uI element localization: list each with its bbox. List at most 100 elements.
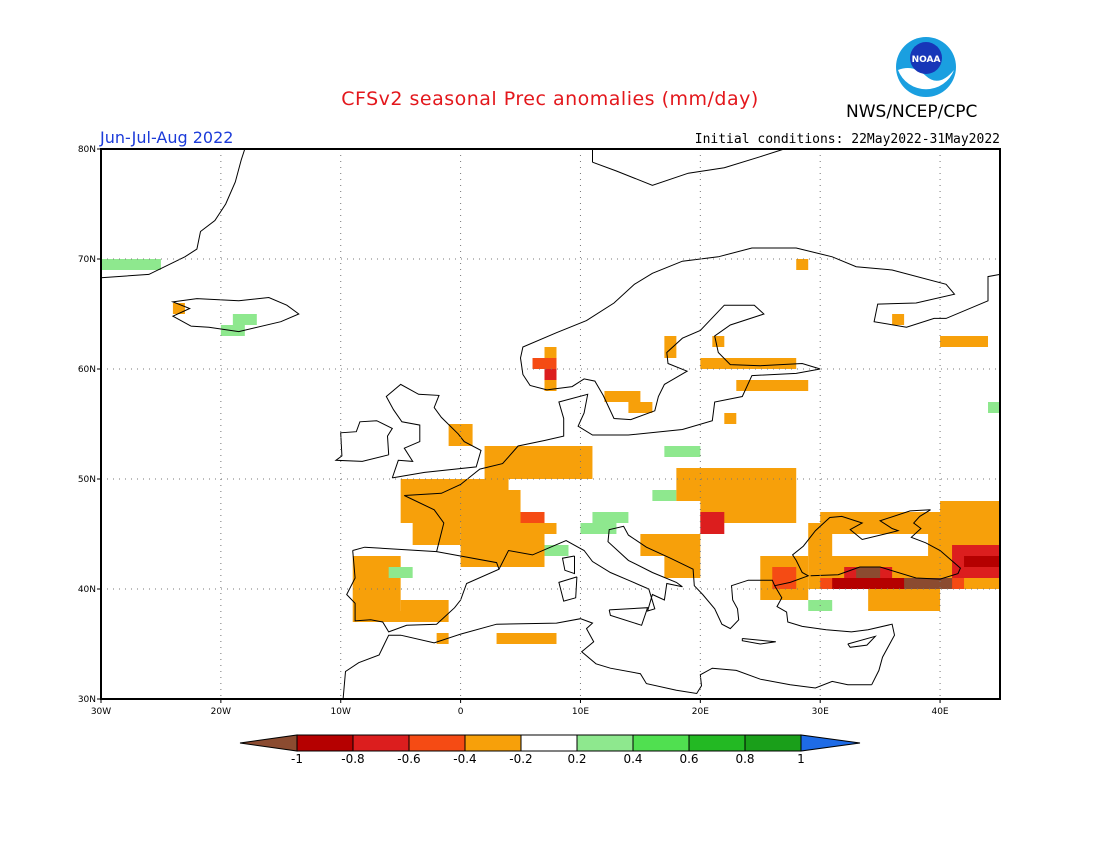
coastline: [342, 618, 872, 700]
longitude-label: 20W: [211, 707, 231, 717]
longitude-label: 30E: [812, 707, 829, 717]
anomaly-cell: [664, 556, 701, 578]
anomaly-cell: [736, 380, 809, 391]
anomaly-cell: [868, 589, 941, 611]
anomaly-cell: [628, 402, 653, 413]
anomaly-cell: [436, 633, 449, 644]
anomaly-cell: [940, 501, 1000, 512]
colorbar-above-arrow: [800, 734, 861, 752]
coastline: [558, 576, 578, 602]
colorbar-swatch: [352, 734, 410, 752]
colorbar-swatch: [744, 734, 802, 752]
longitude-label: 20E: [692, 707, 709, 717]
anomaly-cell: [101, 259, 161, 270]
coastline: [334, 420, 394, 462]
coastline: [170, 296, 300, 333]
colorbar-tick-label: -0.6: [397, 752, 420, 766]
anomaly-cell: [664, 446, 701, 457]
longitude-label: 0: [458, 707, 464, 717]
map-frame: [100, 148, 1001, 700]
anomaly-cell: [520, 523, 557, 534]
coastline: [498, 509, 962, 630]
colorbar-tick-label: -0.4: [453, 752, 476, 766]
anomaly-cell: [676, 468, 797, 501]
anomaly-cell: [400, 600, 449, 622]
colorbar-swatch: [296, 734, 354, 752]
coastline: [774, 585, 896, 685]
noaa-logo-text: NOAA: [912, 55, 941, 65]
anomaly-cell: [520, 512, 545, 523]
coastline: [100, 148, 246, 279]
longitude-label: 30W: [91, 707, 111, 717]
map-background: [101, 149, 1000, 699]
anomaly-cell: [448, 490, 521, 512]
forecast-period: Jun-Jul-Aug 2022: [100, 128, 234, 147]
anomaly-cell: [772, 567, 797, 589]
colorbar-tick-label: -1: [291, 752, 303, 766]
anomaly-cell: [892, 314, 905, 325]
latitude-label: 60N: [78, 365, 96, 375]
anomaly-cell: [580, 523, 617, 534]
anomaly-cell: [532, 446, 593, 479]
anomaly-cell: [664, 336, 677, 358]
anomaly-cell: [712, 336, 725, 347]
anomaly-cell: [856, 567, 881, 578]
colorbar-swatch: [576, 734, 634, 752]
longitude-labels: 30W 20W 10W 0 10E 20E 30E 40E: [91, 699, 949, 717]
initial-conditions: Initial conditions: 22May2022-31May2022: [694, 132, 1000, 147]
colorbar-tick-label: -0.2: [509, 752, 532, 766]
anomaly-cell: [964, 556, 1000, 567]
anomaly-cell: [652, 490, 677, 501]
anomaly-cell: [544, 545, 569, 556]
anomaly-cell: [352, 611, 425, 622]
anomaly-cell: [592, 512, 629, 523]
anomaly-cell: [352, 556, 401, 611]
anomaly-cell: [796, 259, 809, 270]
latitude-label: 70N: [78, 255, 96, 265]
longitude-label: 40E: [931, 707, 948, 717]
colorbar-tick-label: 0.4: [623, 752, 642, 766]
colorbar-below-arrow: [239, 734, 298, 752]
anomaly-cell: [988, 402, 1000, 413]
anomaly-cell: [232, 314, 257, 325]
colorbar-tick-label: -0.8: [341, 752, 364, 766]
colorbar-tick-label: 0.6: [679, 752, 698, 766]
latitude-label: 30N: [78, 695, 96, 705]
colorbar-tick-label: 1: [797, 752, 805, 766]
colorbar: -1 -0.8 -0.6 -0.4 -0.2 0.2 0.4 0.6 0.8 1: [239, 734, 861, 766]
anomaly-cell: [172, 303, 185, 314]
colorbar-swatch: [632, 734, 690, 752]
latitude-label: 40N: [78, 585, 96, 595]
noaa-logo-icon: NOAA: [896, 37, 956, 97]
anomaly-cell: [496, 633, 557, 644]
coastline: [385, 383, 482, 479]
anomaly-cell: [640, 534, 701, 556]
coastline: [741, 638, 776, 645]
colorbar-swatch: [688, 734, 746, 752]
noaa-logo: NOAA: [895, 36, 957, 98]
anomaly-cell: [412, 523, 461, 545]
anomaly-cell: [604, 391, 641, 402]
latitude-label: 80N: [78, 145, 96, 155]
anomaly-cell: [832, 578, 953, 589]
anomaly-cell: [388, 567, 413, 578]
latitude-label: 50N: [78, 475, 96, 485]
anomaly-cell: [448, 424, 473, 446]
coastline: [561, 555, 575, 575]
anomaly-cell: [700, 358, 797, 369]
colorbar-swatch: [520, 734, 578, 752]
longitude-label: 10W: [331, 707, 351, 717]
agency-label: NWS/NCEP/CPC: [846, 102, 978, 122]
anomaly-cell: [724, 413, 737, 424]
colorbar-tick-label: 0.8: [735, 752, 754, 766]
map-title: CFSv2 seasonal Prec anomalies (mm/day): [341, 88, 759, 110]
anomaly-cell: [544, 369, 557, 380]
anomaly-cell: [940, 336, 989, 347]
colorbar-swatch: [408, 734, 466, 752]
anomaly-cell: [700, 512, 725, 534]
longitude-label: 10E: [572, 707, 589, 717]
colorbar-tick-label: 0.2: [567, 752, 586, 766]
colorbar-swatch: [464, 734, 522, 752]
latitude-labels: 30N 40N 50N 60N 70N 80N: [78, 145, 101, 705]
